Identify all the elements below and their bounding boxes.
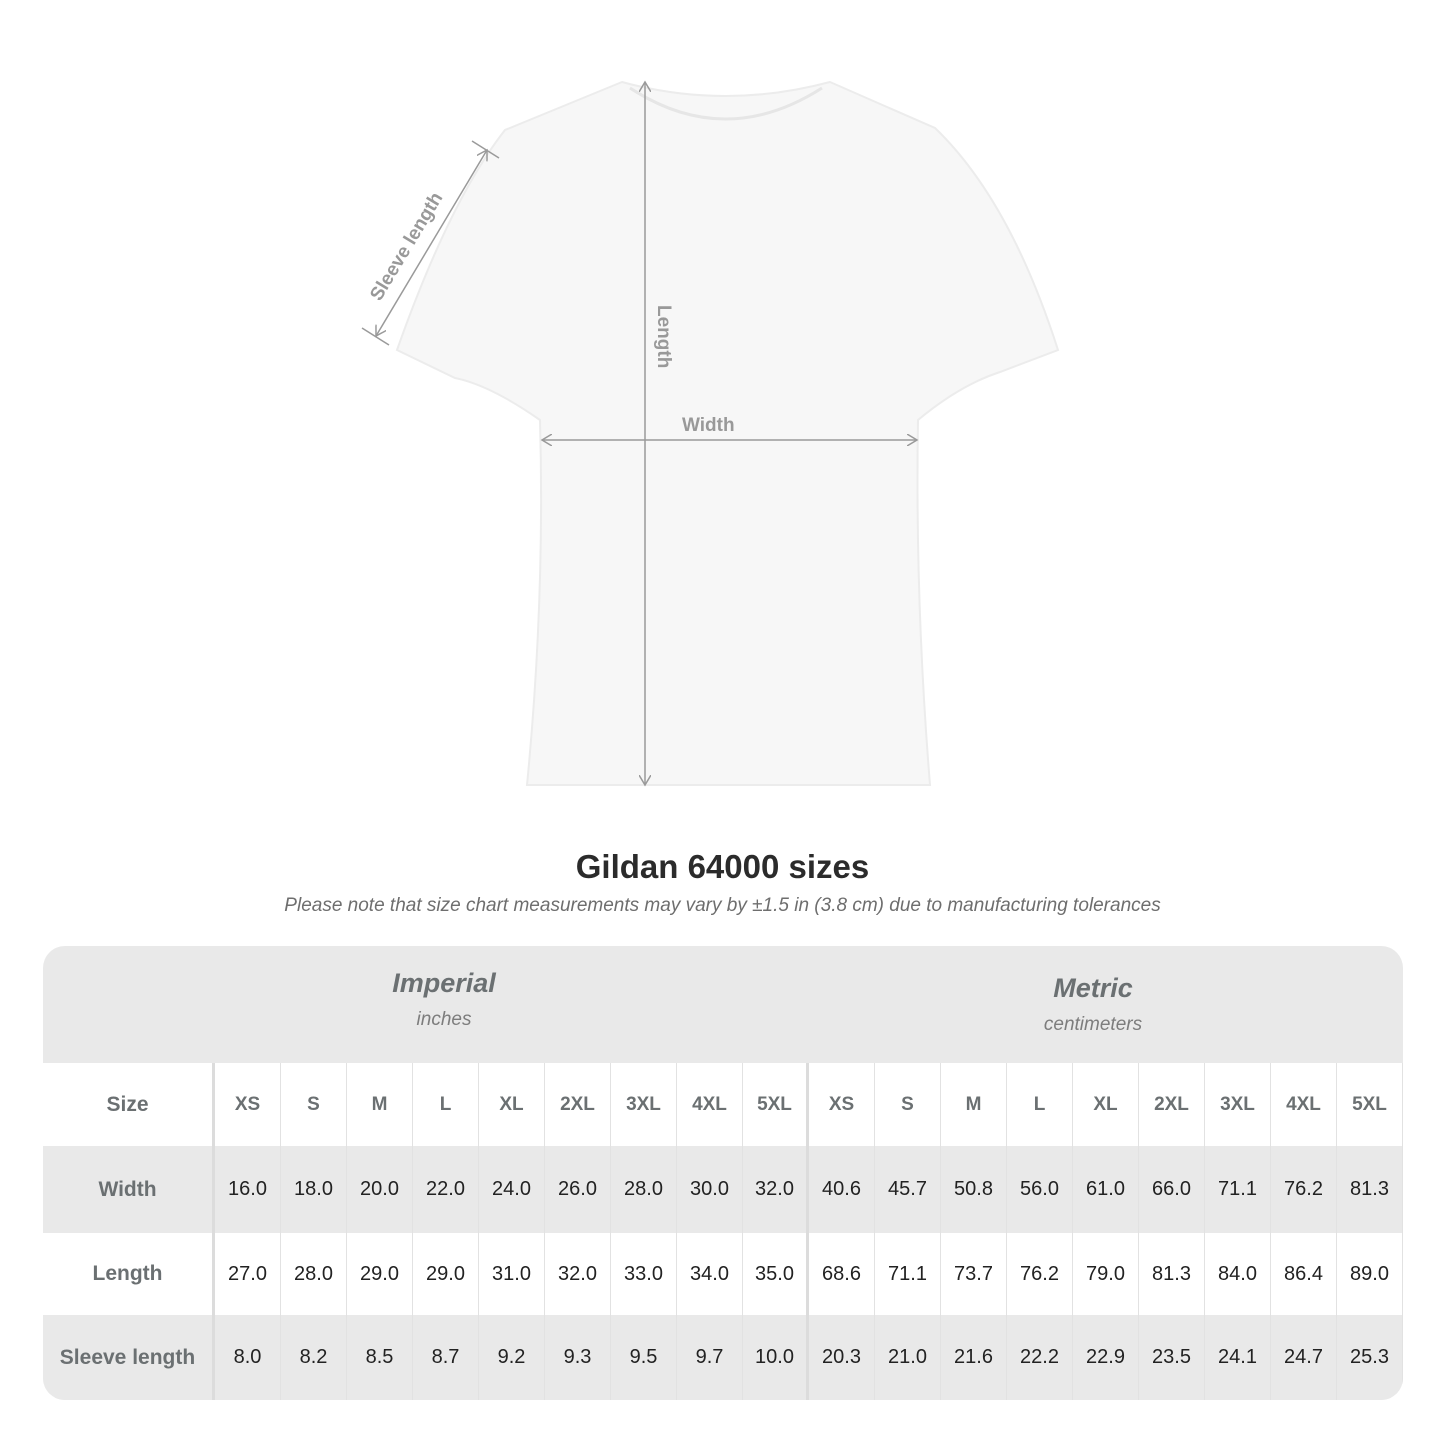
value-cell-imperial: 9.5: [611, 1315, 677, 1400]
value-cell-metric: 24.1: [1205, 1315, 1271, 1400]
row-label: Length: [43, 1233, 215, 1315]
size-header-imperial: 3XL: [611, 1063, 677, 1146]
size-header-row: Size XS S M L XL 2XL 3XL 4XL 5XL XS S M L XL 2XL 3XL 4XL 5…: [43, 1063, 1403, 1146]
value-cell-metric: 89.0: [1337, 1233, 1403, 1315]
value-cell-metric: 22.2: [1007, 1315, 1073, 1400]
value-cell-imperial: 31.0: [479, 1233, 545, 1315]
size-header-imperial: XS: [215, 1063, 281, 1146]
table-row: Sleeve length 8.0 8.2 8.5 8.7 9.2 9.3 9.5 9.7 10.…: [43, 1315, 1403, 1400]
value-cell-imperial: 9.3: [545, 1315, 611, 1400]
value-cell-imperial: 30.0: [677, 1146, 743, 1233]
value-cell-imperial: 32.0: [743, 1146, 809, 1233]
metric-header: Metric centimeters: [893, 973, 1293, 1036]
size-header-metric: 4XL: [1271, 1063, 1337, 1146]
value-cell-imperial: 29.0: [413, 1233, 479, 1315]
value-cell-imperial: 27.0: [215, 1233, 281, 1315]
imperial-header: Imperial inches: [244, 968, 644, 1031]
size-header-metric: XS: [809, 1063, 875, 1146]
value-cell-metric: 81.3: [1337, 1146, 1403, 1233]
value-cell-imperial: 33.0: [611, 1233, 677, 1315]
size-label: Size: [43, 1063, 215, 1146]
size-header-metric: L: [1007, 1063, 1073, 1146]
value-cell-imperial: 26.0: [545, 1146, 611, 1233]
size-header-metric: S: [875, 1063, 941, 1146]
value-cell-imperial: 22.0: [413, 1146, 479, 1233]
value-cell-imperial: 28.0: [611, 1146, 677, 1233]
size-header-imperial: 5XL: [743, 1063, 809, 1146]
size-header-metric: XL: [1073, 1063, 1139, 1146]
imperial-unit: inches: [416, 1009, 472, 1030]
value-cell-imperial: 35.0: [743, 1233, 809, 1315]
value-cell-metric: 21.6: [941, 1315, 1007, 1400]
value-cell-metric: 24.7: [1271, 1315, 1337, 1400]
size-header-imperial: L: [413, 1063, 479, 1146]
value-cell-metric: 21.0: [875, 1315, 941, 1400]
value-cell-metric: 81.3: [1139, 1233, 1205, 1315]
value-cell-metric: 50.8: [941, 1146, 1007, 1233]
size-grid: Size XS S M L XL 2XL 3XL 4XL 5XL XS S M L XL 2XL 3XL 4XL 5…: [43, 1063, 1403, 1400]
value-cell-metric: 86.4: [1271, 1233, 1337, 1315]
length-label: Length: [653, 305, 674, 368]
size-table: Imperial inches Metric centimeters Size X…: [43, 946, 1403, 1400]
value-cell-metric: 61.0: [1073, 1146, 1139, 1233]
value-cell-metric: 23.5: [1139, 1315, 1205, 1400]
table-row: Length 27.0 28.0 29.0 29.0 31.0 32.0 33.0 34.0 35…: [43, 1233, 1403, 1315]
metric-title: Metric: [1053, 973, 1133, 1003]
size-header-metric: 5XL: [1337, 1063, 1403, 1146]
value-cell-imperial: 18.0: [281, 1146, 347, 1233]
value-cell-metric: 71.1: [1205, 1146, 1271, 1233]
size-header-imperial: S: [281, 1063, 347, 1146]
value-cell-metric: 84.0: [1205, 1233, 1271, 1315]
table-row: Width 16.0 18.0 20.0 22.0 24.0 26.0 28.0 30.0 32.…: [43, 1146, 1403, 1233]
page-title: Gildan 64000 sizes: [575, 848, 870, 885]
value-cell-metric: 68.6: [809, 1233, 875, 1315]
value-cell-metric: 76.2: [1007, 1233, 1073, 1315]
width-label: Width: [682, 415, 735, 436]
value-cell-metric: 22.9: [1073, 1315, 1139, 1400]
imperial-title: Imperial: [392, 968, 496, 998]
size-header-imperial: XL: [479, 1063, 545, 1146]
value-cell-imperial: 29.0: [347, 1233, 413, 1315]
size-header-metric: 2XL: [1139, 1063, 1205, 1146]
value-cell-metric: 73.7: [941, 1233, 1007, 1315]
metric-unit: centimeters: [1043, 1014, 1143, 1035]
value-cell-imperial: 32.0: [545, 1233, 611, 1315]
value-cell-metric: 76.2: [1271, 1146, 1337, 1233]
value-cell-metric: 40.6: [809, 1146, 875, 1233]
sleeve-arrow: [376, 150, 487, 336]
value-cell-metric: 71.1: [875, 1233, 941, 1315]
value-cell-metric: 66.0: [1139, 1146, 1205, 1233]
value-cell-metric: 79.0: [1073, 1233, 1139, 1315]
value-cell-metric: 56.0: [1007, 1146, 1073, 1233]
value-cell-imperial: 10.0: [743, 1315, 809, 1400]
value-cell-imperial: 8.2: [281, 1315, 347, 1400]
size-header-metric: M: [941, 1063, 1007, 1146]
value-cell-imperial: 8.7: [413, 1315, 479, 1400]
value-cell-imperial: 9.7: [677, 1315, 743, 1400]
value-cell-imperial: 9.2: [479, 1315, 545, 1400]
size-header-imperial: 2XL: [545, 1063, 611, 1146]
value-cell-imperial: 28.0: [281, 1233, 347, 1315]
size-header-metric: 3XL: [1205, 1063, 1271, 1146]
value-cell-metric: 20.3: [809, 1315, 875, 1400]
size-header-imperial: 4XL: [677, 1063, 743, 1146]
value-cell-metric: 45.7: [875, 1146, 941, 1233]
value-cell-imperial: 34.0: [677, 1233, 743, 1315]
value-cell-imperial: 20.0: [347, 1146, 413, 1233]
tshirt-shape: [395, 80, 1060, 786]
size-header-imperial: M: [347, 1063, 413, 1146]
value-cell-imperial: 8.0: [215, 1315, 281, 1400]
row-label: Width: [43, 1146, 215, 1233]
value-cell-imperial: 24.0: [479, 1146, 545, 1233]
tshirt-diagram: Width Length Sleeve length: [361, 0, 1060, 820]
value-cell-metric: 25.3: [1337, 1315, 1403, 1400]
value-cell-imperial: 8.5: [347, 1315, 413, 1400]
tolerance-note: Please note that size chart measurements…: [284, 895, 1161, 916]
value-cell-imperial: 16.0: [215, 1146, 281, 1233]
row-label: Sleeve length: [43, 1315, 215, 1400]
